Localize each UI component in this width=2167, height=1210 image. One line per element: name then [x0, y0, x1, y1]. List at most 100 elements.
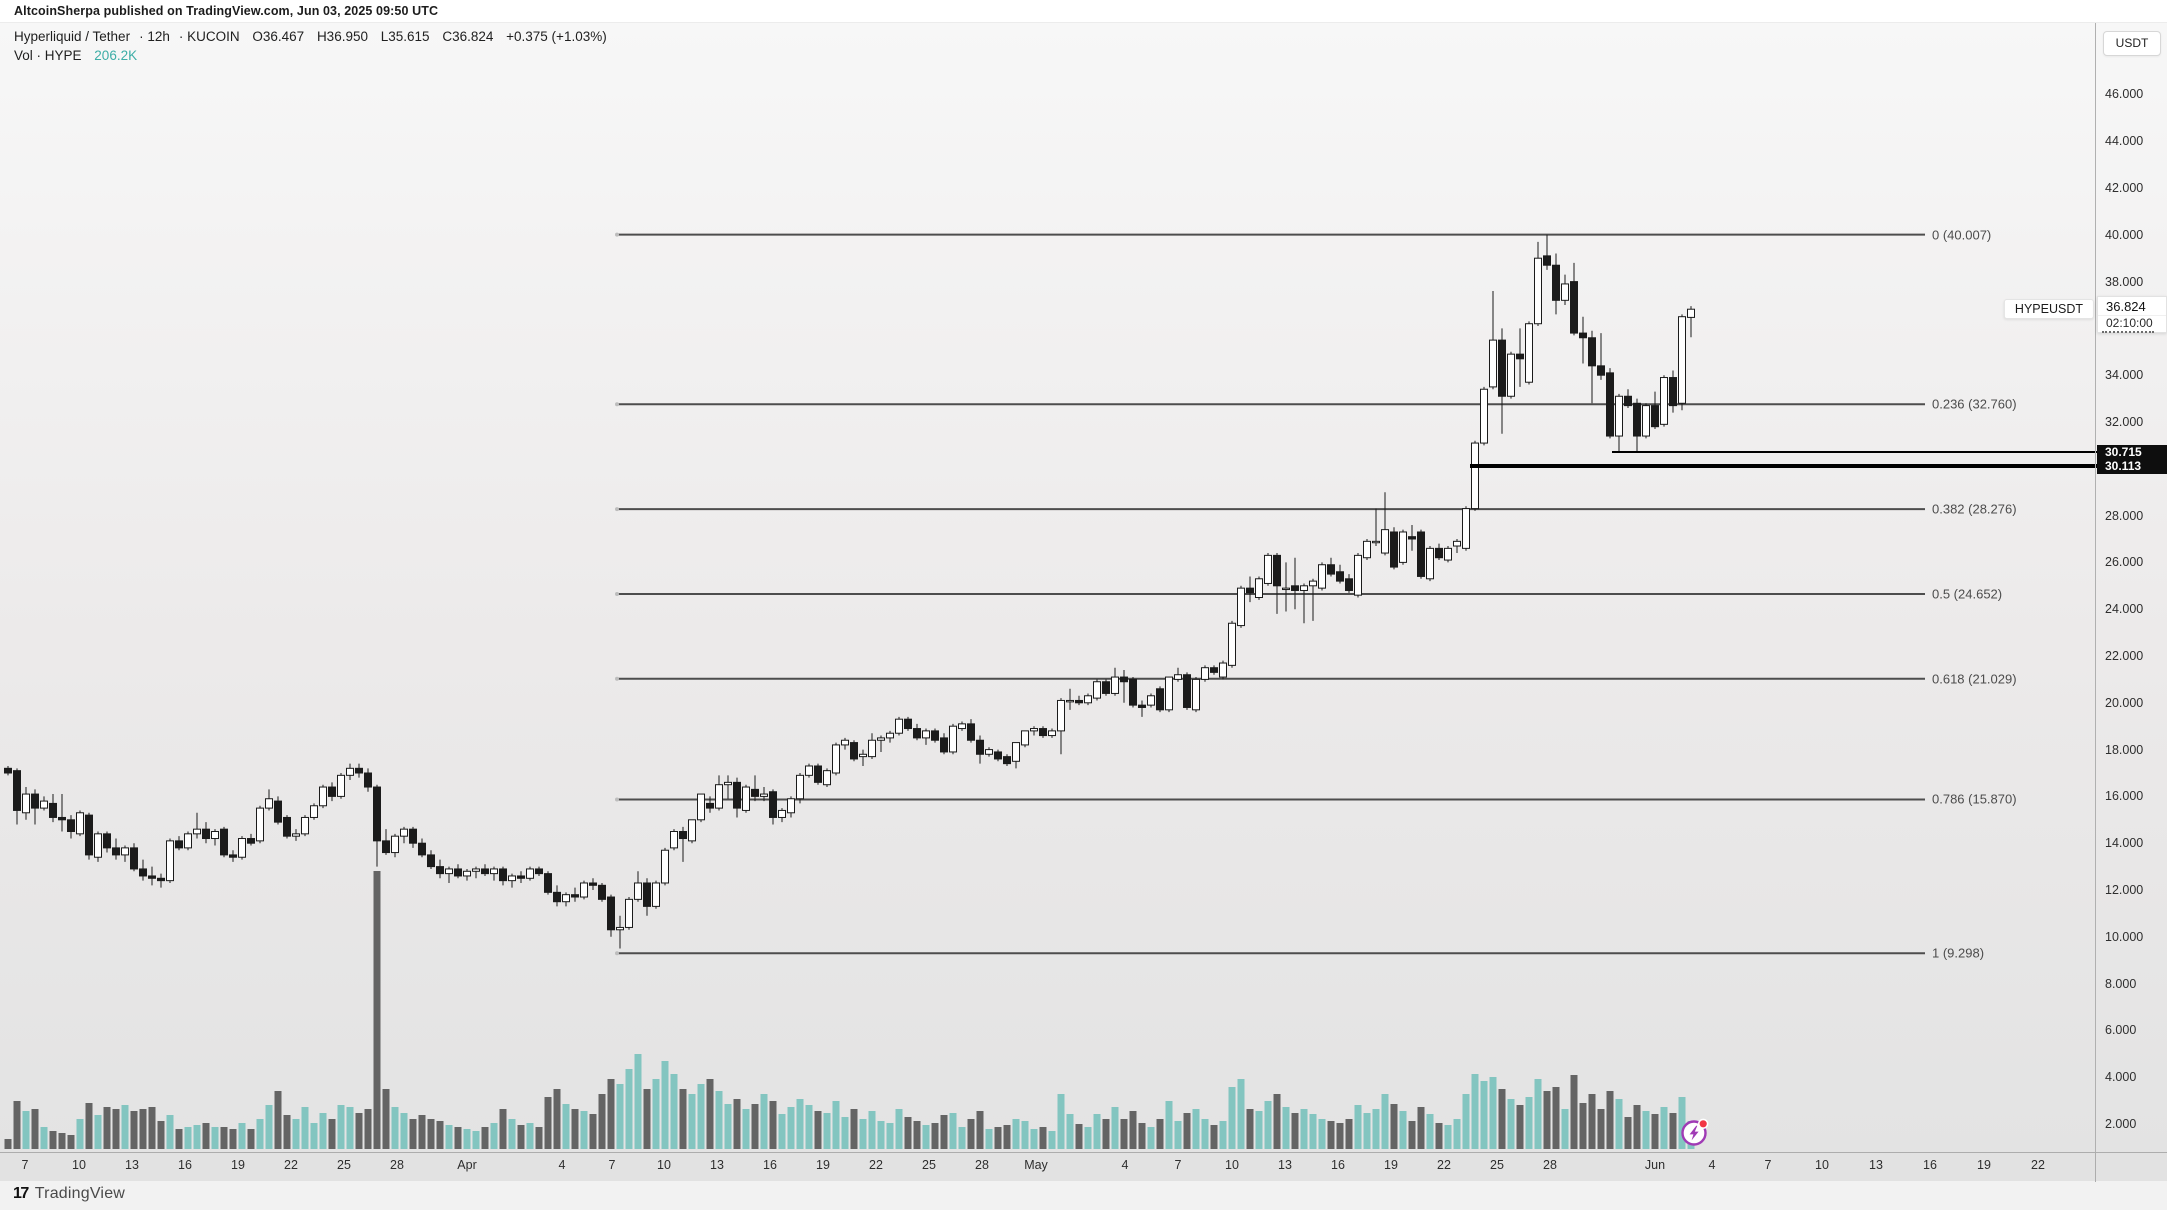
candle[interactable]: [328, 786, 336, 797]
candlestick-plot[interactable]: [0, 23, 2095, 1152]
candle[interactable]: [310, 805, 318, 818]
candle[interactable]: [877, 737, 885, 741]
candle[interactable]: [490, 868, 498, 875]
candle[interactable]: [1012, 742, 1020, 762]
chart-pane[interactable]: Hyperliquid / Tether · 12h · KUCOIN O36.46…: [0, 23, 2167, 1152]
candle[interactable]: [346, 767, 354, 776]
candle[interactable]: [904, 718, 912, 730]
volume-label[interactable]: Vol · HYPE: [14, 48, 82, 63]
candle[interactable]: [1417, 531, 1425, 577]
candle[interactable]: [1669, 377, 1677, 407]
candle[interactable]: [1336, 571, 1344, 582]
candle[interactable]: [427, 854, 435, 868]
candle[interactable]: [1561, 283, 1569, 301]
candle[interactable]: [1678, 316, 1686, 404]
candle[interactable]: [121, 847, 129, 856]
candle[interactable]: [220, 828, 228, 856]
candle[interactable]: [895, 718, 903, 734]
candle[interactable]: [1327, 564, 1335, 575]
candle[interactable]: [1552, 264, 1560, 301]
candle[interactable]: [679, 831, 687, 840]
candle[interactable]: [1363, 540, 1371, 559]
fib-anchor-dot[interactable]: [615, 591, 619, 596]
candle[interactable]: [1273, 554, 1281, 587]
candle[interactable]: [292, 833, 300, 837]
candle[interactable]: [238, 838, 246, 858]
candle[interactable]: [58, 816, 66, 821]
candle[interactable]: [931, 730, 939, 741]
candle[interactable]: [1426, 547, 1434, 580]
candle[interactable]: [832, 744, 840, 774]
exchange-label[interactable]: KUCOIN: [187, 29, 240, 44]
candle[interactable]: [1651, 405, 1659, 428]
candle[interactable]: [697, 793, 705, 821]
candle[interactable]: [814, 765, 822, 783]
candle[interactable]: [1183, 674, 1191, 708]
candle[interactable]: [1615, 395, 1623, 437]
candle[interactable]: [1282, 587, 1290, 591]
candle[interactable]: [688, 819, 696, 842]
candle[interactable]: [580, 882, 588, 898]
candle[interactable]: [1021, 730, 1029, 746]
candle[interactable]: [562, 894, 570, 903]
candle[interactable]: [391, 835, 399, 854]
time-axis[interactable]: 7 10 13 16 19 22 25 28 Apr 4 7 10 13 16 19 22 25 28 May 4 7 1…: [0, 1152, 2167, 1182]
candle[interactable]: [139, 868, 147, 877]
candle[interactable]: [1534, 257, 1542, 325]
candle[interactable]: [1372, 540, 1380, 544]
candle[interactable]: [985, 749, 993, 755]
candle[interactable]: [949, 725, 957, 753]
symbol-price-flag[interactable]: HYPEUSDT: [2003, 299, 2094, 320]
candle[interactable]: [1444, 547, 1452, 561]
candle[interactable]: [337, 774, 345, 797]
candle[interactable]: [94, 833, 102, 858]
candle[interactable]: [1084, 695, 1092, 704]
candle[interactable]: [1291, 585, 1299, 591]
fib-anchor-dot[interactable]: [615, 676, 619, 681]
candle[interactable]: [886, 732, 894, 739]
candle[interactable]: [445, 868, 453, 875]
candle[interactable]: [1471, 442, 1479, 510]
candle[interactable]: [283, 816, 291, 837]
candle[interactable]: [1498, 339, 1506, 397]
candle[interactable]: [319, 786, 327, 807]
candle[interactable]: [1228, 622, 1236, 666]
candle[interactable]: [13, 770, 21, 811]
candle[interactable]: [166, 840, 174, 882]
candle[interactable]: [301, 816, 309, 835]
candle[interactable]: [1597, 365, 1605, 376]
candle[interactable]: [1030, 728, 1038, 732]
candle[interactable]: [850, 742, 858, 760]
candle[interactable]: [760, 793, 768, 797]
candle[interactable]: [634, 882, 642, 900]
price-ray[interactable]: [1612, 451, 2167, 454]
candle[interactable]: [247, 838, 255, 844]
candle[interactable]: [1066, 699, 1074, 703]
candle[interactable]: [1165, 676, 1173, 711]
candle[interactable]: [454, 868, 462, 877]
candle[interactable]: [67, 819, 75, 832]
candle[interactable]: [1246, 587, 1254, 594]
candle[interactable]: [841, 739, 849, 746]
symbol-title[interactable]: Hyperliquid / Tether: [14, 29, 131, 44]
candle[interactable]: [670, 831, 678, 849]
fib-anchor-dot[interactable]: [615, 232, 619, 237]
candle[interactable]: [517, 875, 525, 879]
candle[interactable]: [202, 828, 210, 840]
candle[interactable]: [193, 828, 201, 835]
candle[interactable]: [733, 781, 741, 809]
candle[interactable]: [1660, 377, 1668, 425]
candle[interactable]: [1345, 578, 1353, 591]
candle[interactable]: [1624, 395, 1632, 407]
candle[interactable]: [796, 774, 804, 800]
candle[interactable]: [805, 765, 813, 776]
candle[interactable]: [1138, 704, 1146, 708]
candle[interactable]: [1255, 578, 1263, 599]
candle[interactable]: [643, 882, 651, 907]
candle[interactable]: [1039, 728, 1047, 737]
candle[interactable]: [85, 814, 93, 856]
candle[interactable]: [31, 793, 39, 809]
fib-anchor-dot[interactable]: [615, 797, 619, 802]
candle[interactable]: [1237, 587, 1245, 627]
interval-label[interactable]: 12h: [147, 29, 170, 44]
